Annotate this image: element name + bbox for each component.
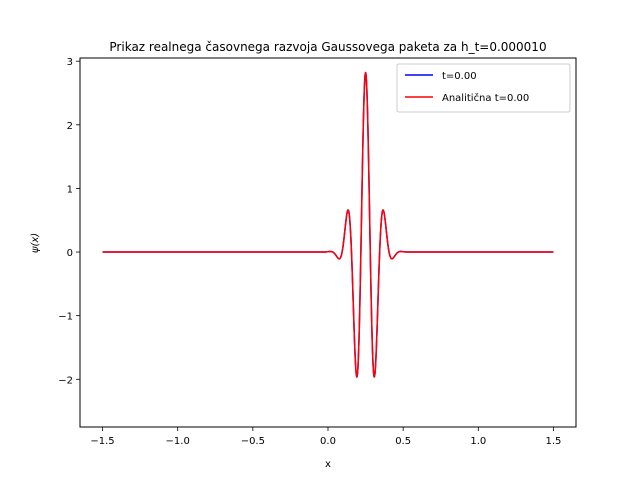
y-tick-label: 0: [67, 248, 73, 259]
legend-box: [396, 63, 571, 113]
x-tick-label: −0.5: [241, 436, 265, 447]
x-tick-label: 1.5: [546, 436, 562, 447]
y-tick-label: 3: [67, 57, 73, 68]
chart-title: Prikaz realnega časovnega razvoja Gausso…: [109, 40, 546, 54]
x-axis-label: x: [325, 459, 331, 470]
y-axis: −2 −1 0 1 2 3: [58, 57, 80, 386]
legend-label-numerical: t=0.00: [442, 71, 477, 82]
legend: t=0.00 Analitična t=0.00: [396, 63, 571, 113]
y-tick-label: −2: [58, 375, 73, 386]
x-axis: −1.5 −1.0 −0.5 0.0 0.5 1.0 1.5: [90, 427, 561, 447]
legend-label-analytic: Analitična t=0.00: [442, 92, 529, 104]
x-tick-label: −1.5: [90, 436, 114, 447]
x-tick-label: 0.5: [395, 436, 411, 447]
series-line-1: [102, 71, 554, 378]
y-axis-label: ψ(x): [30, 233, 41, 253]
x-tick-label: −1.0: [166, 436, 190, 447]
y-tick-label: 1: [67, 184, 73, 195]
x-tick-label: 0.0: [320, 436, 336, 447]
series-layer: [102, 71, 554, 378]
y-tick-label: 2: [67, 121, 73, 132]
y-tick-label: −1: [58, 312, 73, 323]
x-tick-label: 1.0: [470, 436, 486, 447]
